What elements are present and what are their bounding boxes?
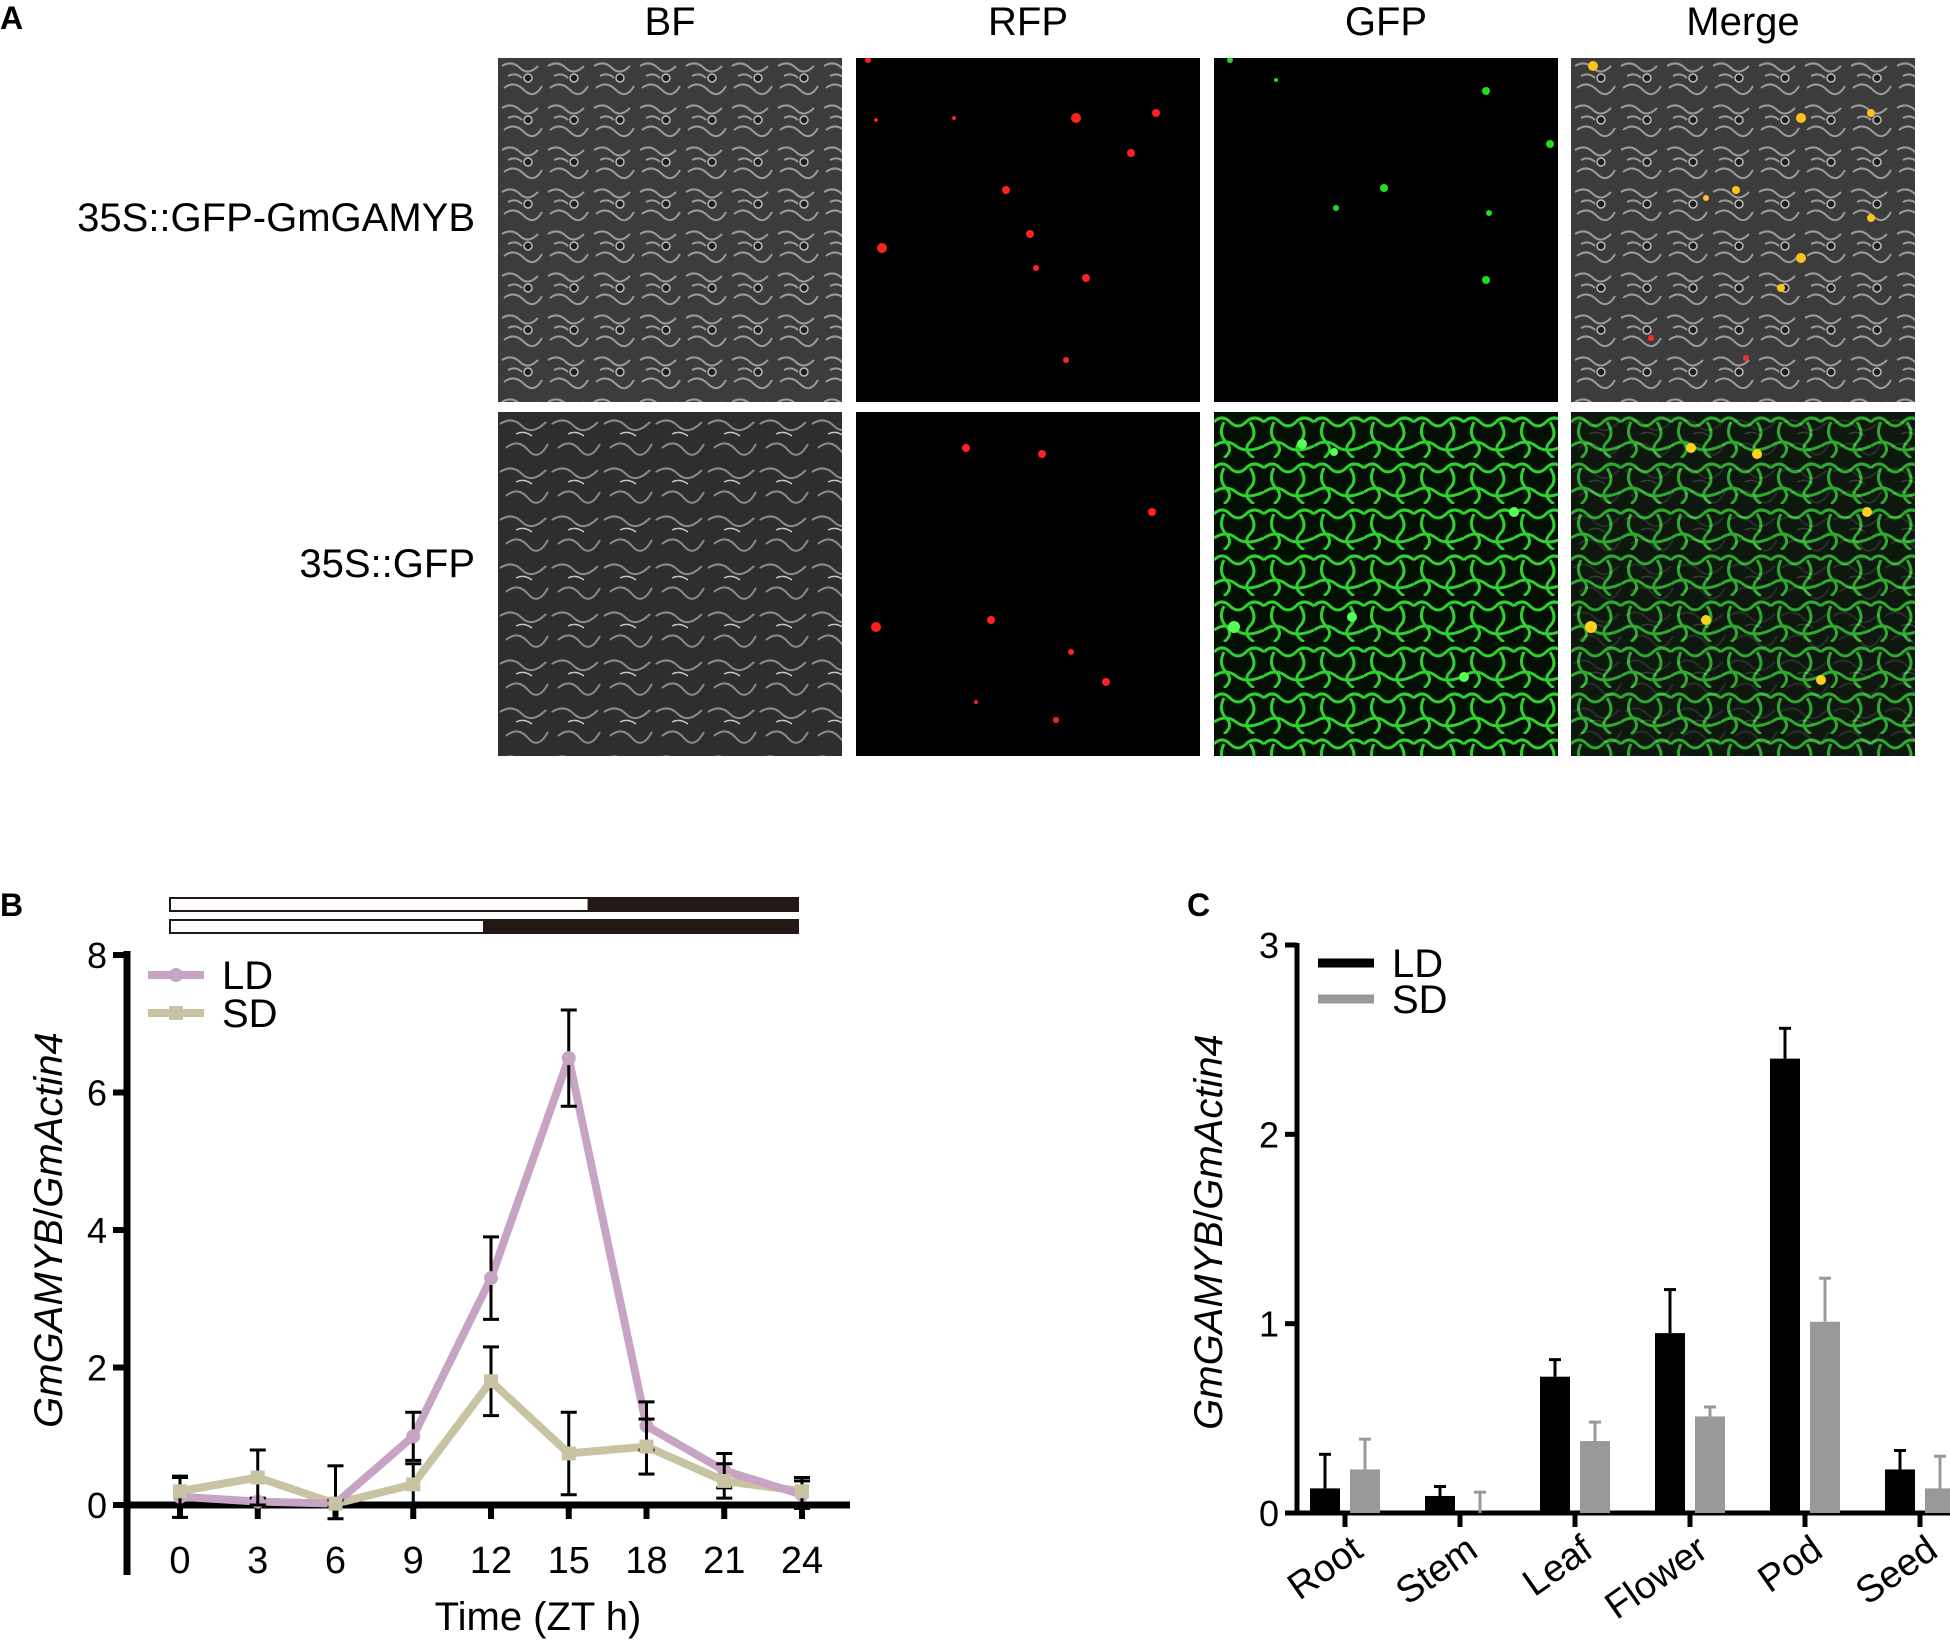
column-label-rfp: RFP [988,0,1068,44]
chart-b-x-axis-label: Time (ZT h) [435,1595,642,1639]
chart-b-point-sd [250,1470,265,1485]
micrograph-rfp-gmgamyb [856,58,1200,402]
chart-c-x-tick-label-root: Root [1280,1528,1370,1609]
chart-b-y-label-part-2: GmActin4 [27,1032,71,1208]
row-label-gfp-gmgamyb: 35S::GFP-GmGAMYB [77,196,475,240]
chart-c-bar-sd-pod [1810,1321,1840,1513]
micrograph-gfp-gmgamyb [1214,58,1558,402]
chart-b-point-ld [406,1429,421,1444]
chart-b-point-sd [406,1477,421,1492]
chart-c-bar-sd-flower [1695,1416,1725,1513]
micrograph-merge-gmgamyb [1571,58,1915,402]
chart-b-y-tick-label: 0 [87,1485,107,1526]
chart-b-point-sd [484,1374,498,1389]
chart-b-x-tick-label: 18 [625,1540,667,1582]
chart-c-x-tick-label-seed: Seed [1848,1528,1945,1613]
chart-b-y-label-part-1: GmGAMYB [27,1219,71,1428]
chart-b-x-tick-label: 21 [703,1540,745,1582]
chart-c-x-tick-label-pod: Pod [1751,1528,1830,1601]
chart-b-legend-label-ld: LD [222,954,273,998]
micrograph-bf-gmgamyb [498,58,842,402]
chart-b-y-tick-label: 6 [87,1073,107,1114]
photoperiod-bar-light-0 [169,897,590,912]
chart-c-y-label-part-1: GmGAMYB [1187,1221,1231,1430]
column-label-gfp: GFP [1344,0,1428,44]
micrograph-bf-gfp [498,412,842,756]
chart-b-x-tick-label: 9 [403,1540,424,1582]
chart-c-bar-ld-stem [1425,1495,1455,1513]
chart-c-bar-sd-root [1350,1469,1380,1513]
column-label-merge: Merge [1686,0,1800,44]
chart-c-x-tick-label-stem: Stem [1388,1528,1485,1613]
chart-b-point-sd [717,1473,732,1488]
photoperiod-bar-light-1 [169,919,485,934]
chart-b-legend-marker [169,968,183,982]
chart-b-y-label-sep: / [27,1207,71,1219]
micrograph-gfp-gfp [1214,412,1558,756]
micrograph-merge-gfp [1571,412,1915,756]
chart-c-bar-sd-seed [1925,1488,1950,1513]
row-label-gfp: 35S::GFP [299,542,475,586]
chart-b-point-sd [561,1446,576,1461]
chart-b-point-ld [484,1271,498,1286]
chart-b-point-sd [795,1484,809,1499]
chart-c-x-tick-label-flower: Flower [1598,1528,1716,1628]
chart-b-y-tick-label: 2 [87,1348,107,1389]
chart-b-x-tick-label: 12 [470,1540,512,1582]
chart-c-bar-ld-leaf [1540,1376,1570,1513]
photoperiod-bar-dark-1 [483,919,799,934]
chart-b-y-tick-label: 4 [87,1210,107,1251]
chart-c-legend-label-sd: SD [1392,978,1448,1022]
chart-c-y-label-sep: / [1187,1209,1231,1221]
chart-b-point-ld [561,1051,576,1066]
chart-b-legend-marker [169,1006,183,1020]
chart-c-y-tick-label: 3 [1259,925,1279,966]
chart-c-x-tick-label-leaf: Leaf [1515,1528,1600,1605]
chart-c-legend-label-ld: LD [1392,942,1443,986]
panel-a-letter: A [0,0,24,36]
chart-b-point-sd [639,1439,654,1454]
chart-c-y-axis-label: GmGAMYB/GmActin4 [1187,1034,1231,1430]
chart-b-x-tick-label: 15 [548,1540,590,1582]
panel-b-letter: B [0,887,24,923]
chart-c-y-tick-label: 1 [1259,1304,1279,1345]
chart-b-x-tick-label: 6 [325,1540,346,1582]
chart-b-x-tick-label: 24 [781,1540,823,1582]
chart-c-bar-sd-leaf [1580,1441,1610,1513]
chart-b-y-tick-label: 8 [87,935,107,976]
chart-b-y-axis-label: GmGAMYB/GmActin4 [27,1032,71,1428]
column-label-bf: BF [644,0,696,44]
photoperiod-bar-dark-0 [587,897,800,912]
panel-c-letter: C [1187,887,1211,923]
chart-c-bar-ld-seed [1885,1469,1915,1513]
chart-b-point-sd [173,1484,187,1499]
chart-c-bar-ld-root [1310,1488,1340,1513]
chart-b-point-sd [328,1496,343,1511]
chart-c-y-label-part-2: GmActin4 [1187,1034,1231,1210]
micrograph-rfp-gfp [856,412,1200,756]
chart-c-y-tick-label: 0 [1259,1493,1279,1534]
chart-b-x-tick-label: 0 [169,1540,190,1582]
chart-c-bar-ld-flower [1655,1333,1685,1513]
chart-b-x-tick-label: 3 [247,1540,268,1582]
chart-c-y-tick-label: 2 [1259,1114,1279,1155]
chart-c-bar-ld-pod [1770,1058,1800,1513]
chart-b-legend-label-sd: SD [222,992,278,1036]
